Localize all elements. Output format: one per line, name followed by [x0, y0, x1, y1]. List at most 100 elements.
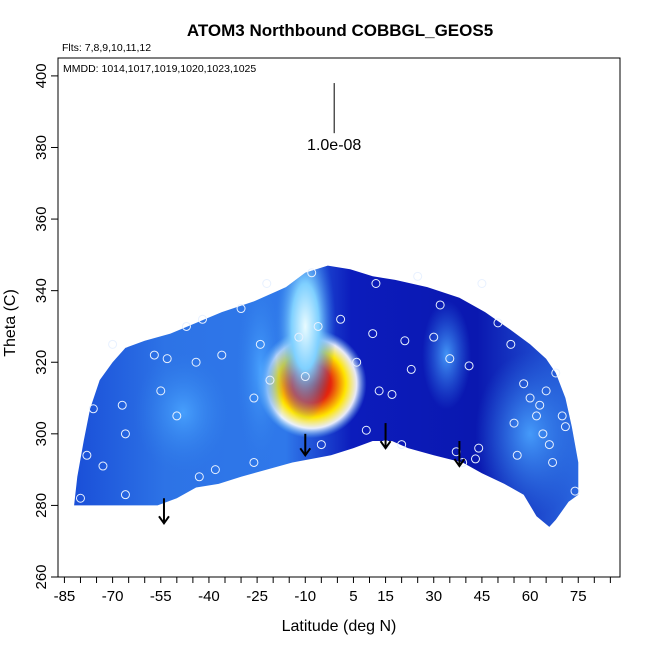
observation-point [551, 368, 561, 378]
field-blob-low [134, 351, 233, 474]
observation-point [236, 304, 246, 314]
down-arrow [158, 498, 170, 526]
observation-point [172, 411, 182, 421]
x-tick-label: 45 [474, 588, 491, 605]
observation-point [477, 278, 487, 288]
observation-point [249, 457, 259, 467]
observation-point [570, 486, 580, 496]
observation-point [300, 372, 310, 382]
observation-point [361, 425, 371, 435]
x-tick-label: 30 [425, 588, 442, 605]
y-tick-label: 280 [33, 493, 50, 518]
observation-point [387, 389, 397, 399]
observation-point [336, 314, 346, 324]
observation-point [371, 278, 381, 288]
x-tick-label: -55 [150, 588, 172, 605]
field-blob-low [422, 300, 471, 410]
y-tick-label: 260 [33, 564, 50, 589]
observation-point [470, 454, 480, 464]
arrow-head [453, 458, 466, 468]
observation-point [535, 400, 545, 410]
observation-point [493, 318, 503, 328]
field-blobs [134, 265, 579, 516]
observation-point [352, 357, 362, 367]
observation-point [265, 375, 275, 385]
observation-point [88, 404, 98, 414]
observation-point [181, 321, 191, 331]
observation-point [249, 393, 259, 403]
arrow-markers [158, 423, 466, 526]
observation-point [397, 440, 407, 450]
x-tick-label: -40 [198, 588, 220, 605]
observation-point [429, 332, 439, 342]
plot-frame [57, 57, 621, 578]
y-tick-label: 300 [33, 421, 50, 446]
observation-point [217, 350, 227, 360]
scale-marker: 1.0e-08 [307, 83, 361, 154]
observation-point [541, 386, 551, 396]
x-tick-label: 5 [349, 588, 357, 605]
observation-point [413, 271, 423, 281]
observation-point [294, 332, 304, 342]
field-blob-low [475, 352, 579, 516]
down-arrow [453, 440, 466, 468]
observation-point [316, 440, 326, 450]
observation-point [313, 321, 323, 331]
x-tick-label: 15 [377, 588, 394, 605]
observation-point [117, 400, 127, 410]
y-tick-label: 340 [33, 278, 50, 303]
observation-point [506, 339, 516, 349]
observation-point [75, 493, 85, 503]
observation-markers [75, 268, 580, 503]
y-axis-label: Theta (C) [2, 289, 19, 357]
y-tick-label: 360 [33, 207, 50, 232]
y-axis: 260 280 300 320 340 360 380 400 [33, 63, 58, 590]
observation-point [544, 440, 554, 450]
mmdd-note: MMDD: 1014,1017,1019,1020,1023,1025 [63, 63, 256, 75]
observation-point [548, 457, 558, 467]
observation-point [82, 450, 92, 460]
observation-point [191, 357, 201, 367]
chart-title: ATOM3 Northbound COBBGL_GEOS5 [187, 21, 493, 40]
observation-point [198, 314, 208, 324]
observation-point [560, 422, 570, 432]
y-tick-label: 320 [33, 350, 50, 375]
observation-point [474, 443, 484, 453]
observation-point [406, 364, 416, 374]
observation-point [120, 490, 130, 500]
x-tick-label: -85 [54, 588, 76, 605]
observation-point [120, 429, 130, 439]
observation-point [162, 354, 172, 364]
observation-point [108, 339, 118, 349]
x-tick-label: -70 [102, 588, 124, 605]
down-arrow [379, 423, 392, 450]
scale-label: 1.0e-08 [307, 137, 361, 154]
observation-point [156, 386, 166, 396]
flights-note: Flts: 7,8,9,10,11,12 [62, 42, 151, 54]
observation-point [435, 300, 445, 310]
observation-point [262, 278, 272, 288]
arrow-head [379, 440, 392, 450]
observation-point [509, 418, 519, 428]
y-tick-label: 380 [33, 135, 50, 160]
down-arrow [299, 433, 312, 458]
x-axis: -85 -70 -55 -40 -25 -10 5 15 30 45 60 75 [54, 577, 611, 605]
observation-point [194, 472, 204, 482]
observation-point [210, 465, 220, 475]
observation-point [307, 268, 317, 278]
x-tick-label: 60 [522, 588, 539, 605]
observation-point [538, 429, 548, 439]
x-tick-label: 75 [570, 588, 587, 605]
x-tick-label: -25 [246, 588, 268, 605]
observation-point [512, 450, 522, 460]
x-tick-label: -10 [294, 588, 316, 605]
field-blob-low [235, 274, 285, 465]
observation-point [464, 361, 474, 371]
x-axis-label: Latitude (deg N) [282, 618, 397, 635]
arrow-head [158, 515, 170, 526]
observation-point [532, 411, 542, 421]
observation-point [98, 461, 108, 471]
field-layer [74, 265, 579, 527]
observation-point [149, 350, 159, 360]
